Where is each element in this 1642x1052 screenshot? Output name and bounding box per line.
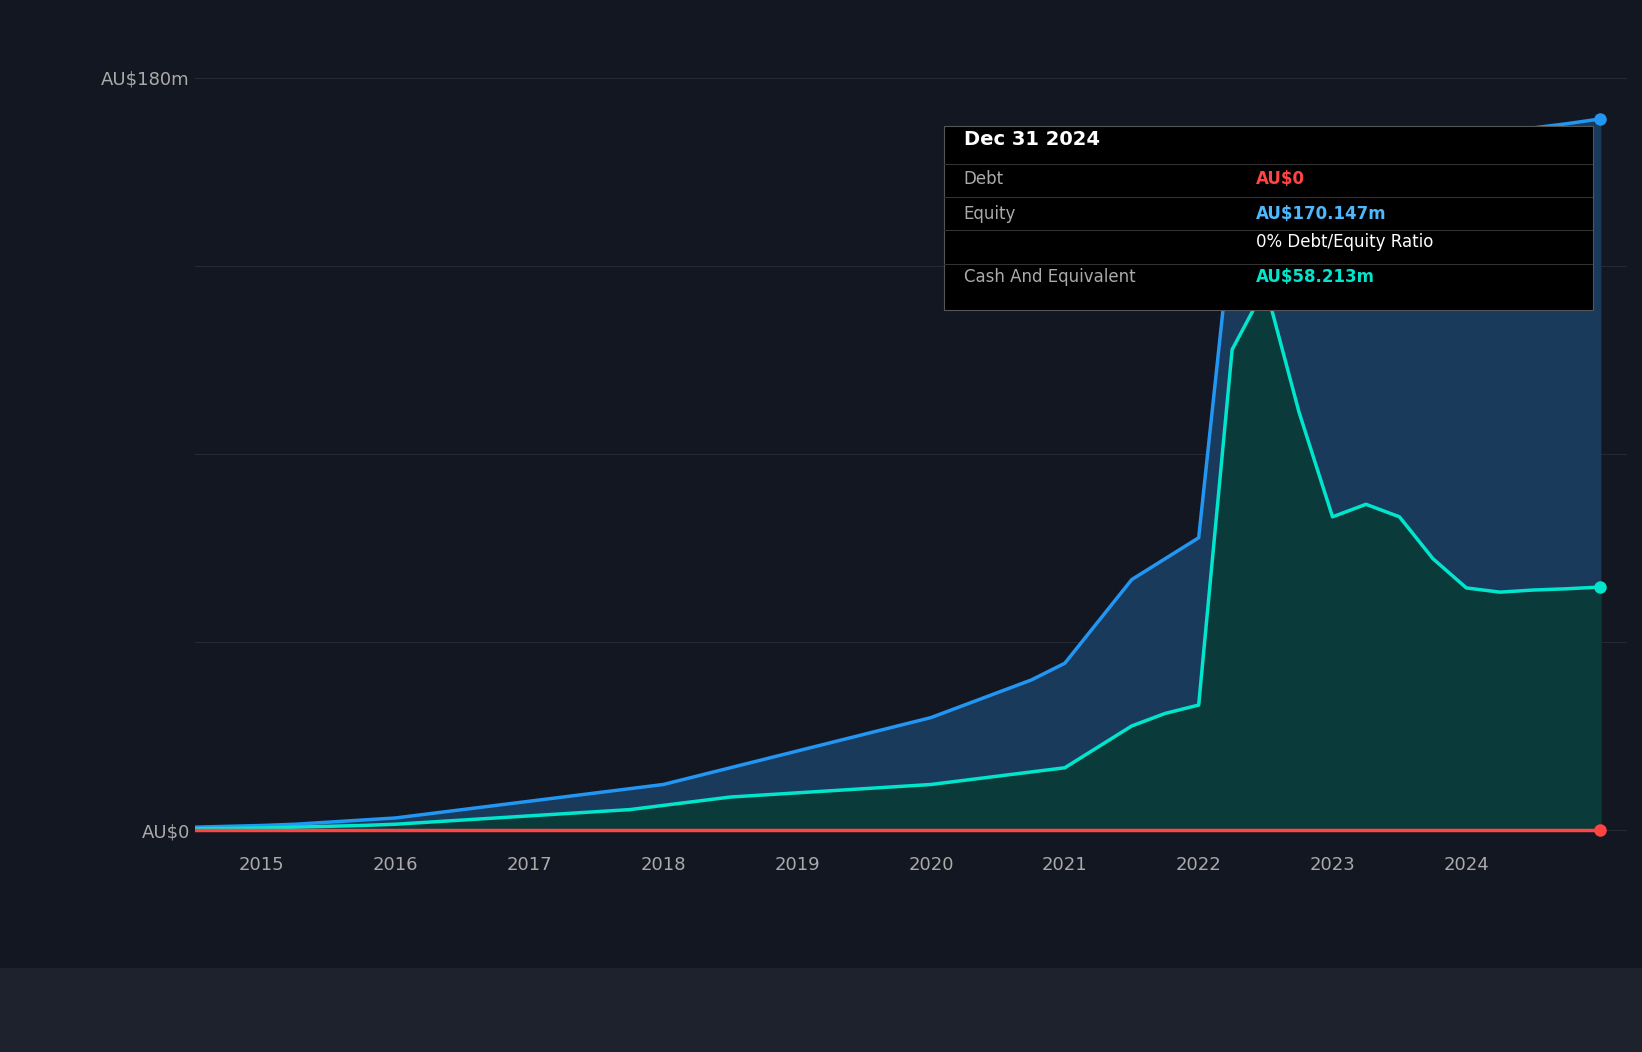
Text: AU$170.147m: AU$170.147m (1256, 205, 1387, 223)
Text: Equity: Equity (964, 205, 1016, 223)
Text: Debt: Debt (964, 170, 1003, 188)
Text: Dec 31 2024: Dec 31 2024 (964, 130, 1100, 149)
Legend: Debt, Equity, Cash And Equivalent: Debt, Equity, Cash And Equivalent (25, 1006, 506, 1037)
Text: Cash And Equivalent: Cash And Equivalent (964, 268, 1136, 286)
Text: 0% Debt/Equity Ratio: 0% Debt/Equity Ratio (1256, 234, 1433, 251)
Text: AU$58.213m: AU$58.213m (1256, 268, 1374, 286)
Text: AU$0: AU$0 (1256, 170, 1305, 188)
